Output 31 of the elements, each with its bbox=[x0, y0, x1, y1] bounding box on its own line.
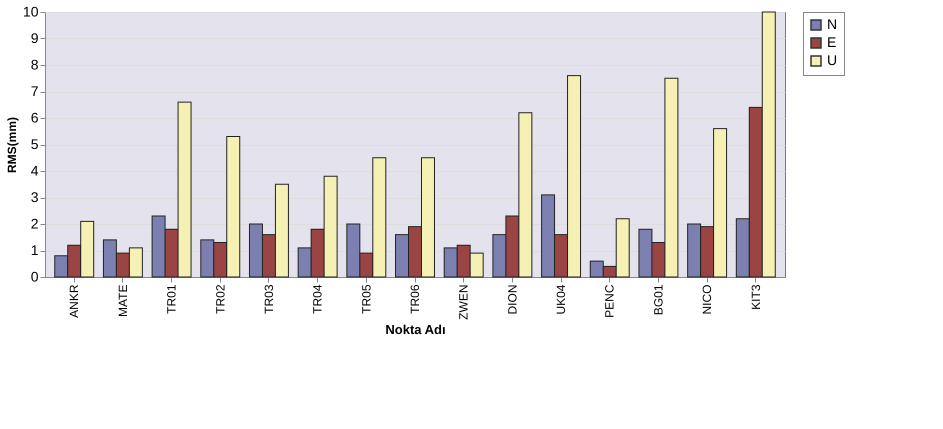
y-tick-label: 9 bbox=[30, 30, 39, 46]
x-tick-label: NICO bbox=[700, 284, 714, 314]
x-tick-label: TR03 bbox=[262, 284, 276, 314]
legend-label: E bbox=[827, 34, 836, 50]
y-tick-label: 7 bbox=[30, 83, 39, 99]
y-tick-label: 0 bbox=[30, 268, 39, 284]
y-tick-label: 2 bbox=[30, 216, 39, 232]
legend-label: U bbox=[827, 52, 838, 68]
x-tick-label: KIT3 bbox=[748, 284, 763, 310]
x-tick-label: DION bbox=[505, 284, 520, 314]
x-tick-label: PENC bbox=[602, 284, 617, 318]
x-tick-label: BG01 bbox=[651, 284, 666, 316]
y-tick-label: 6 bbox=[30, 110, 39, 126]
y-tick-label: 1 bbox=[30, 242, 39, 258]
x-tick-label: TR05 bbox=[359, 284, 374, 314]
legend-label: N bbox=[827, 16, 838, 32]
x-tick-label: TR01 bbox=[164, 284, 179, 314]
x-tick-label: TR06 bbox=[408, 284, 422, 314]
x-tick-label: ZWEN bbox=[456, 284, 471, 320]
x-axis-title: Nokta Adı bbox=[385, 322, 446, 337]
x-tick-label: TR04 bbox=[310, 284, 325, 314]
y-tick-label: 3 bbox=[30, 189, 39, 205]
y-tick-label: 4 bbox=[30, 162, 39, 178]
x-tick-label: ANKR bbox=[67, 284, 82, 318]
y-tick-label: 8 bbox=[30, 56, 39, 72]
y-tick-label: 10 bbox=[22, 4, 39, 20]
x-tick-label: TR02 bbox=[213, 284, 228, 314]
y-tick-label: 5 bbox=[30, 136, 39, 152]
y-axis-title: RMS(mm) bbox=[4, 117, 19, 173]
x-tick-label: UK04 bbox=[554, 284, 568, 315]
x-tick-label: MATE bbox=[116, 284, 130, 317]
